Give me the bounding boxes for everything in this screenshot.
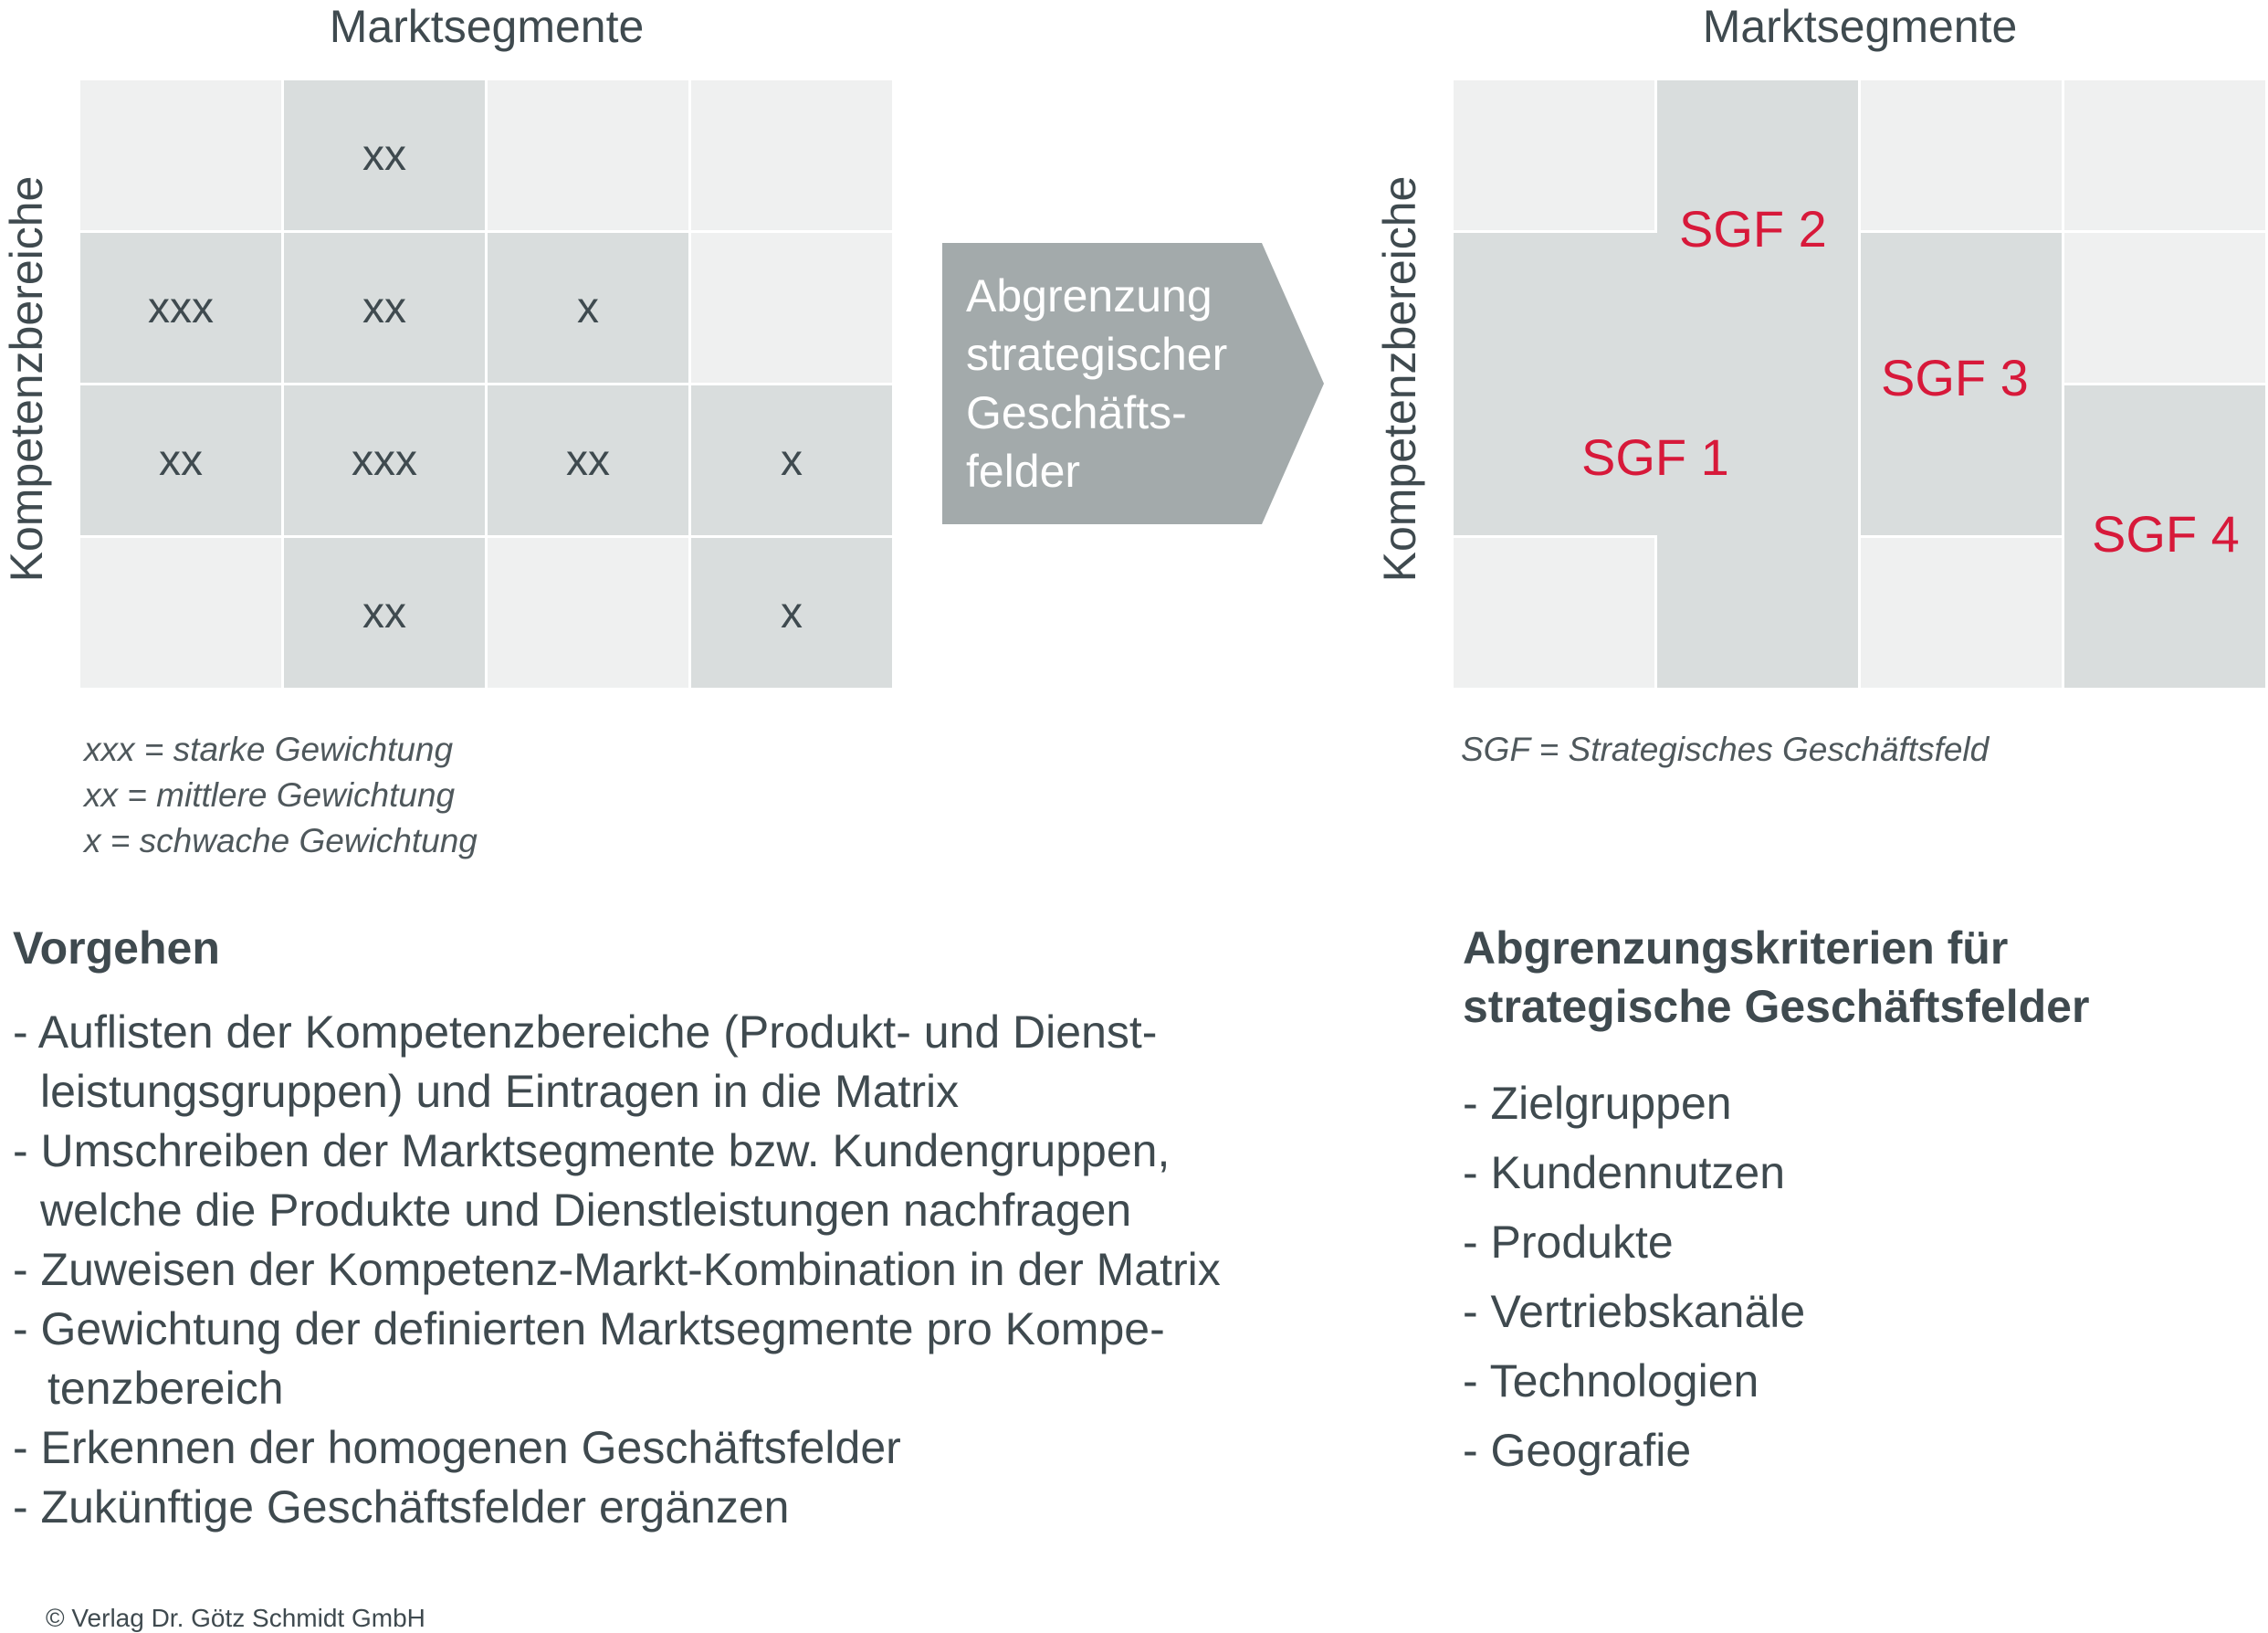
right-matrix: SGF 1 SGF 2 SGF 3 SGF 4 [1454,80,2266,688]
sgf-1-area [1657,535,1858,688]
right-matrix-top-axis: Marktsegmente [1702,1,2018,52]
left-matrix: xx xxx xx x xx xxx xx x xx x [80,80,893,688]
sgf-3-area [1861,233,2062,535]
criteria-heading: Abgrenzungskriterien für strategische Ge… [1463,919,2089,1036]
criteria-item: - Zielgruppen [1463,1078,1732,1129]
criteria-item: - Kundennutzen [1463,1147,1786,1198]
right-matrix-left-axis: Kompetenzbereiche [1374,175,1425,583]
copyright-notice: © Verlag Dr. Götz Schmidt GmbH [46,1604,425,1632]
left-legend: xxx = starke Gewichtung xx = mittlere Ge… [84,727,478,864]
sgf-4-area [2064,385,2265,688]
matrix-cell: x [488,233,688,383]
matrix-cell: xx [284,80,485,230]
criteria-item: - Produkte [1463,1217,1674,1268]
procedure-line-2: leistungsgruppen) und Eintragen in die M… [40,1066,960,1117]
right-legend: SGF = Strategisches Geschäftsfeld [1461,731,1990,768]
matrix-cell [1861,538,2062,688]
procedure-line-9: - Zukünftige Geschäftsfelder ergänzen [13,1481,790,1533]
transition-arrow-label: Abgrenzung strategischer Geschäfts- feld… [966,267,1227,500]
procedure-line-7: tenzbereich [47,1363,284,1414]
criteria-list: - Zielgruppen - Kundennutzen - Produkte … [1463,1069,1805,1485]
matrix-cell: xxx [80,233,281,383]
matrix-cell: xxx [284,385,485,535]
sgf-3-label: SGF 3 [1881,349,2029,406]
matrix-cell [1454,80,1654,230]
matrix-cell: xx [488,385,688,535]
matrix-cell [2064,233,2265,383]
matrix-cell [80,80,281,230]
arrow-line-3: Geschäfts- [966,387,1187,438]
procedure-line-6: - Gewichtung der definierten Marktsegmen… [13,1303,1165,1354]
arrow-line-1: Abgrenzung [966,270,1213,321]
procedure-line-4: welche die Produkte und Dienstleistungen… [40,1185,1132,1236]
arrow-line-2: strategischer [966,329,1228,380]
matrix-cell [1861,80,2062,230]
matrix-cell: x [691,385,892,535]
left-matrix-top-axis: Marktsegmente [329,1,645,52]
matrix-cell [488,80,688,230]
matrix-cell: xx [284,233,485,383]
transition-arrow-shape [942,243,1324,524]
matrix-cell: xx [284,538,485,688]
matrix-cell [691,80,892,230]
sgf-2-area [1657,80,1858,383]
criteria-item: - Geografie [1463,1425,1692,1476]
criteria-heading-line-1: Abgrenzungskriterien für [1463,922,2009,974]
criteria-item: - Vertriebskanäle [1463,1286,1806,1337]
matrix-cell: x [691,538,892,688]
matrix-cell [1454,538,1654,688]
left-matrix-left-axis: Kompetenzbereiche [1,175,52,583]
matrix-cell [80,538,281,688]
procedure-line-5: - Zuweisen der Kompetenz-Markt-Kombinati… [13,1244,1221,1295]
procedure-line-8: - Erkennen der homogenen Geschäftsfelder [13,1422,901,1473]
sgf-1-label: SGF 1 [1581,428,1729,486]
procedure-heading: Vorgehen [13,922,220,974]
matrix-cell [488,538,688,688]
procedure-line-3: - Umschreiben der Marktsegmente bzw. Kun… [13,1125,1171,1176]
legend-line-strong: xxx = starke Gewichtung [84,731,454,768]
matrix-cell [2064,80,2265,230]
legend-line-weak: x = schwache Gewichtung [84,822,478,859]
procedure-list: - Auflisten der Kompetenzbereiche (Produ… [13,1003,1221,1537]
arrow-line-4: felder [966,446,1081,497]
criteria-heading-line-2: strategische Geschäftsfelder [1463,981,2090,1032]
matrix-cell: xx [80,385,281,535]
procedure-line-1: - Auflisten der Kompetenzbereiche (Produ… [13,1006,1158,1058]
sgf-4-label: SGF 4 [2092,505,2240,563]
sgf-2-label: SGF 2 [1679,200,1827,258]
matrix-cell [691,233,892,383]
legend-line-medium: xx = mittlere Gewichtung [84,776,456,814]
criteria-item: - Technologien [1463,1355,1759,1406]
